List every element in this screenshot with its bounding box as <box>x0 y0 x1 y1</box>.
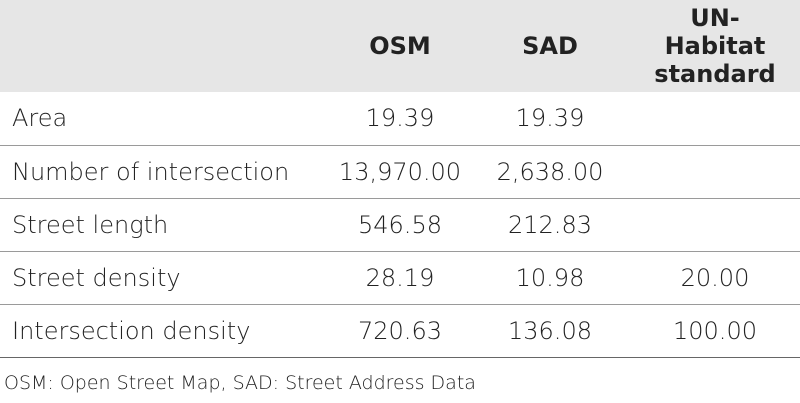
header-text: OSM <box>369 32 431 60</box>
row-label: Area <box>12 104 68 133</box>
table-cell: 19.39 <box>515 104 585 133</box>
table-cell: 546.58 <box>358 210 442 239</box>
header-cell: UN-Habitat standard <box>630 0 800 92</box>
row-label: Number of intersection <box>12 157 290 186</box>
table-row: Area 19.39 19.39 <box>0 92 800 145</box>
table-cell <box>630 198 800 251</box>
table-row: Intersection density 720.63 136.08 100.00 <box>0 304 800 357</box>
footnote: OSM: Open Street Map, SAD: Street Addres… <box>4 372 476 394</box>
row-label: Street length <box>12 210 169 239</box>
header-text: SAD <box>522 32 578 60</box>
table-cell: 212.83 <box>508 210 592 239</box>
table-cell: 28.19 <box>365 263 435 292</box>
table-cell: 2,638.00 <box>496 157 604 186</box>
header-cell <box>0 0 330 92</box>
header-text: UN-Habitat standard <box>654 4 776 88</box>
table-cell: 20.00 <box>680 263 750 292</box>
table-cell <box>630 92 800 145</box>
header-row: OSM SAD UN-Habitat standard <box>0 0 800 92</box>
row-label: Street density <box>12 263 181 292</box>
table-cell: 720.63 <box>358 316 442 345</box>
row-label: Intersection density <box>12 316 251 345</box>
table-cell: 100.00 <box>673 316 757 345</box>
data-table: OSM SAD UN-Habitat standard Area 19.39 19.39… <box>0 0 800 357</box>
table-row: Street length 546.58 212.83 <box>0 198 800 251</box>
table-cell: 10.98 <box>515 263 585 292</box>
table-cell <box>630 145 800 198</box>
table-row: Number of intersection 13,970.00 2,638.00 <box>0 145 800 198</box>
header-cell: SAD <box>470 0 630 92</box>
table-cell: 13,970.00 <box>338 157 462 186</box>
table-cell: 19.39 <box>365 104 435 133</box>
table-row: Street density 28.19 10.98 20.00 <box>0 251 800 304</box>
header-cell: OSM <box>330 0 470 92</box>
table-cell: 136.08 <box>508 316 592 345</box>
